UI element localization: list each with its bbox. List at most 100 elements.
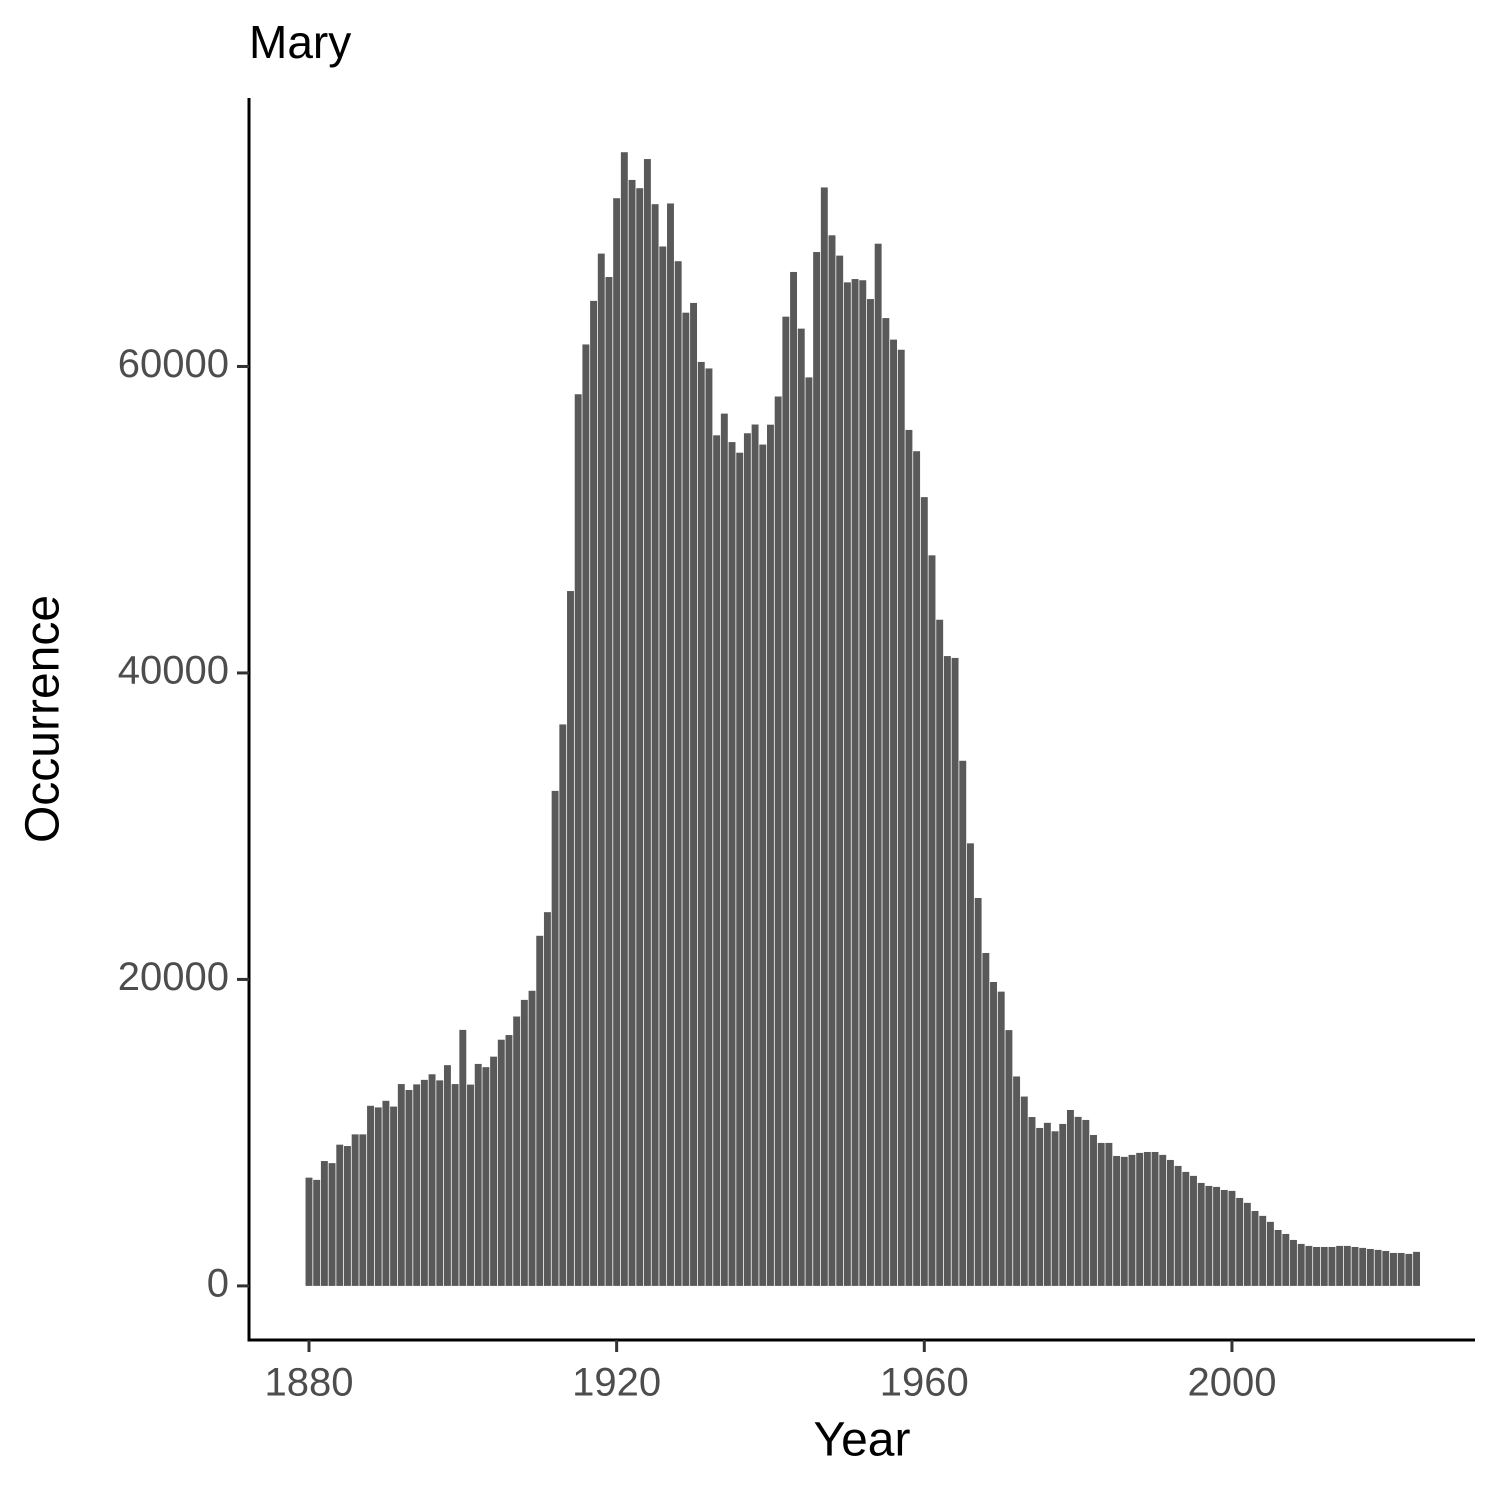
bar <box>536 935 544 1286</box>
x-tick-label: 1960 <box>880 1361 969 1405</box>
bar <box>590 300 598 1286</box>
bar <box>859 280 867 1286</box>
bar <box>913 451 921 1286</box>
bar <box>451 1084 459 1286</box>
bar <box>582 344 590 1286</box>
bar <box>1105 1142 1113 1286</box>
bar <box>959 760 967 1286</box>
bar <box>997 991 1005 1286</box>
bar <box>1251 1210 1259 1286</box>
chart-title: Mary <box>249 16 351 68</box>
bar <box>497 1039 505 1286</box>
bar <box>1066 1109 1074 1286</box>
bar <box>605 277 613 1286</box>
bar <box>413 1084 421 1286</box>
bar <box>1336 1245 1344 1286</box>
bar <box>620 152 628 1286</box>
bar <box>1043 1122 1051 1286</box>
bar <box>513 1016 521 1286</box>
bar <box>320 1161 328 1286</box>
bar <box>520 999 528 1286</box>
bar <box>743 433 751 1286</box>
bar <box>1343 1245 1351 1286</box>
bar <box>943 656 951 1286</box>
bar <box>651 204 659 1286</box>
bar <box>1097 1142 1105 1286</box>
bar <box>467 1084 474 1286</box>
bar <box>1120 1156 1128 1286</box>
bar <box>1305 1245 1313 1286</box>
bar <box>697 361 705 1286</box>
bar <box>636 188 644 1286</box>
bar <box>1151 1151 1159 1286</box>
bar <box>1405 1253 1413 1286</box>
bar <box>1228 1190 1236 1286</box>
bar <box>974 897 982 1286</box>
bar <box>1282 1233 1290 1286</box>
bar <box>690 302 698 1286</box>
bar <box>728 442 736 1286</box>
bar <box>1382 1250 1390 1286</box>
bar <box>490 1056 498 1286</box>
bar <box>767 424 774 1286</box>
bar <box>1351 1246 1359 1286</box>
bar <box>1036 1127 1044 1286</box>
bar <box>759 444 767 1286</box>
bar <box>551 790 559 1286</box>
bar <box>951 657 959 1286</box>
bar <box>843 282 851 1286</box>
bar <box>713 435 721 1286</box>
bar <box>428 1074 436 1286</box>
bar <box>790 271 798 1286</box>
bar <box>1266 1221 1274 1286</box>
bar <box>1359 1247 1367 1286</box>
bar <box>659 246 667 1286</box>
bar <box>1243 1202 1251 1286</box>
bar <box>1320 1246 1328 1286</box>
bar <box>874 243 882 1286</box>
bar <box>336 1144 344 1286</box>
bar <box>836 255 844 1286</box>
y-tick-label: 60000 <box>118 342 229 386</box>
bar <box>474 1063 482 1286</box>
bar <box>367 1105 374 1286</box>
bar <box>674 261 682 1286</box>
bar <box>1328 1246 1336 1286</box>
bar <box>1205 1185 1213 1286</box>
x-axis-title: Year <box>814 1414 911 1467</box>
bar <box>382 1100 390 1286</box>
bar <box>559 724 567 1286</box>
bar <box>1182 1171 1190 1286</box>
bar <box>1005 1030 1013 1286</box>
bar <box>390 1106 398 1286</box>
bar <box>405 1090 413 1286</box>
bar <box>736 452 744 1286</box>
bar <box>1143 1151 1151 1286</box>
bar <box>420 1079 428 1286</box>
bar <box>1366 1248 1374 1286</box>
bar <box>897 349 905 1286</box>
bar <box>359 1134 367 1286</box>
bar <box>328 1163 336 1286</box>
bar <box>682 312 690 1286</box>
bar <box>1159 1154 1167 1286</box>
bar <box>1374 1249 1382 1286</box>
bar <box>528 990 536 1286</box>
bar <box>774 396 782 1286</box>
bar <box>459 1029 467 1286</box>
bar <box>343 1146 351 1286</box>
bar <box>374 1107 382 1286</box>
bar <box>705 368 713 1286</box>
bar <box>613 198 621 1286</box>
bar <box>1113 1155 1121 1286</box>
bar <box>1174 1165 1182 1286</box>
bar <box>567 591 574 1286</box>
bar <box>966 843 974 1286</box>
bar <box>1136 1152 1144 1286</box>
bar <box>990 982 997 1286</box>
bar <box>1313 1246 1321 1286</box>
bar <box>313 1179 321 1286</box>
bar <box>866 299 874 1286</box>
